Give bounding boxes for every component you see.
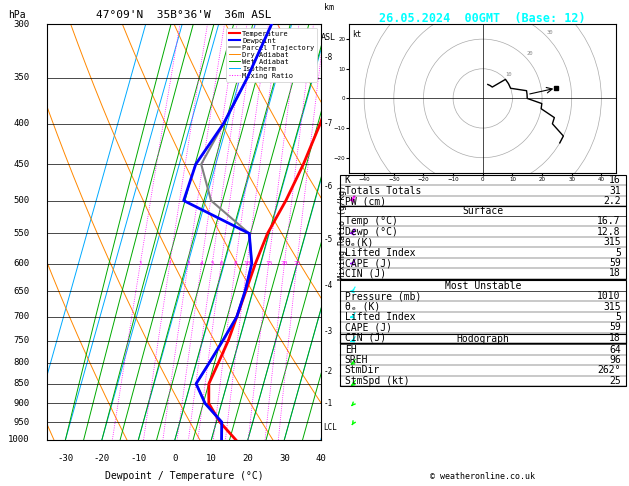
Text: Pressure (mb): Pressure (mb): [345, 291, 421, 301]
Text: 59: 59: [609, 258, 621, 268]
Text: -10: -10: [130, 454, 147, 463]
Text: 400: 400: [13, 119, 30, 128]
Text: -7: -7: [324, 119, 333, 128]
Text: 10: 10: [505, 72, 512, 77]
Text: 12.8: 12.8: [598, 226, 621, 237]
Text: -5: -5: [324, 235, 333, 244]
Text: 750: 750: [13, 336, 30, 345]
Text: kt: kt: [352, 30, 362, 39]
Text: 850: 850: [13, 379, 30, 388]
Text: 59: 59: [609, 322, 621, 332]
Text: Totals Totals: Totals Totals: [345, 186, 421, 196]
Text: CAPE (J): CAPE (J): [345, 322, 392, 332]
Text: 6: 6: [220, 261, 223, 266]
Text: 15: 15: [265, 261, 272, 266]
Text: 10: 10: [243, 261, 251, 266]
Text: -4: -4: [324, 281, 333, 290]
Text: Dewp (°C): Dewp (°C): [345, 226, 398, 237]
Text: CAPE (J): CAPE (J): [345, 258, 392, 268]
Text: 5: 5: [210, 261, 214, 266]
Text: LCL: LCL: [323, 423, 337, 432]
Text: 950: 950: [13, 417, 30, 427]
Text: 64: 64: [609, 345, 621, 355]
Text: 300: 300: [13, 20, 30, 29]
Text: 500: 500: [13, 196, 30, 205]
Text: ASL: ASL: [321, 33, 336, 42]
Text: 25: 25: [609, 376, 621, 386]
Text: -30: -30: [57, 454, 74, 463]
Text: 1010: 1010: [598, 291, 621, 301]
Text: km: km: [324, 3, 333, 12]
Text: -8: -8: [324, 52, 333, 62]
Text: -2: -2: [324, 367, 333, 376]
Text: -3: -3: [324, 327, 333, 336]
Text: Dewpoint / Temperature (°C): Dewpoint / Temperature (°C): [104, 471, 264, 481]
Text: hPa: hPa: [8, 10, 26, 20]
Text: CIN (J): CIN (J): [345, 268, 386, 278]
Text: 700: 700: [13, 312, 30, 321]
Legend: Temperature, Dewpoint, Parcel Trajectory, Dry Adiabat, Wet Adiabat, Isotherm, Mi: Temperature, Dewpoint, Parcel Trajectory…: [226, 28, 317, 82]
Text: Mixing Ratio (g/kg): Mixing Ratio (g/kg): [338, 185, 347, 279]
Text: -20: -20: [94, 454, 110, 463]
Text: PW (cm): PW (cm): [345, 196, 386, 206]
Text: 600: 600: [13, 259, 30, 268]
Text: 20: 20: [526, 51, 533, 56]
Text: 16: 16: [609, 175, 621, 185]
Text: 5: 5: [615, 312, 621, 322]
Text: 10: 10: [206, 454, 217, 463]
Text: 8: 8: [234, 261, 238, 266]
Text: Lifted Index: Lifted Index: [345, 247, 415, 258]
Text: 3: 3: [186, 261, 190, 266]
Text: Hodograph: Hodograph: [456, 334, 509, 344]
Text: StmSpd (kt): StmSpd (kt): [345, 376, 409, 386]
Text: Most Unstable: Most Unstable: [445, 280, 521, 291]
Text: 18: 18: [609, 268, 621, 278]
Text: © weatheronline.co.uk: © weatheronline.co.uk: [430, 472, 535, 481]
Text: 31: 31: [609, 186, 621, 196]
Text: 450: 450: [13, 160, 30, 169]
Text: 900: 900: [13, 399, 30, 408]
Text: 1: 1: [138, 261, 142, 266]
Text: 25: 25: [293, 261, 301, 266]
Text: SREH: SREH: [345, 355, 368, 365]
Text: 2.2: 2.2: [603, 196, 621, 206]
Text: -1: -1: [324, 399, 333, 408]
Text: StmDir: StmDir: [345, 365, 380, 376]
Text: 20: 20: [281, 261, 288, 266]
Text: 16.7: 16.7: [598, 216, 621, 226]
Text: 315: 315: [603, 301, 621, 312]
Text: Lifted Index: Lifted Index: [345, 312, 415, 322]
Text: 20: 20: [242, 454, 253, 463]
Text: 30: 30: [279, 454, 290, 463]
Text: 26.05.2024  00GMT  (Base: 12): 26.05.2024 00GMT (Base: 12): [379, 12, 586, 25]
Text: 650: 650: [13, 287, 30, 295]
Text: Temp (°C): Temp (°C): [345, 216, 398, 226]
Text: 262°: 262°: [598, 365, 621, 376]
Text: -6: -6: [324, 182, 333, 191]
Text: 96: 96: [609, 355, 621, 365]
Text: 550: 550: [13, 229, 30, 238]
Text: 47°09'N  35B°36'W  36m ASL: 47°09'N 35B°36'W 36m ASL: [96, 10, 272, 20]
Text: 2: 2: [168, 261, 172, 266]
Text: 0: 0: [172, 454, 177, 463]
Text: 315: 315: [603, 237, 621, 247]
Text: θₑ (K): θₑ (K): [345, 301, 380, 312]
Text: CIN (J): CIN (J): [345, 333, 386, 343]
Text: 40: 40: [315, 454, 326, 463]
Text: 18: 18: [609, 333, 621, 343]
Text: 800: 800: [13, 358, 30, 367]
Text: 350: 350: [13, 73, 30, 82]
Text: 30: 30: [547, 30, 554, 35]
Text: 4: 4: [199, 261, 203, 266]
Text: 5: 5: [615, 247, 621, 258]
Text: θₑ(K): θₑ(K): [345, 237, 374, 247]
Text: Surface: Surface: [462, 206, 503, 216]
Text: EH: EH: [345, 345, 357, 355]
Text: 1000: 1000: [8, 435, 30, 444]
Text: K: K: [345, 175, 350, 185]
